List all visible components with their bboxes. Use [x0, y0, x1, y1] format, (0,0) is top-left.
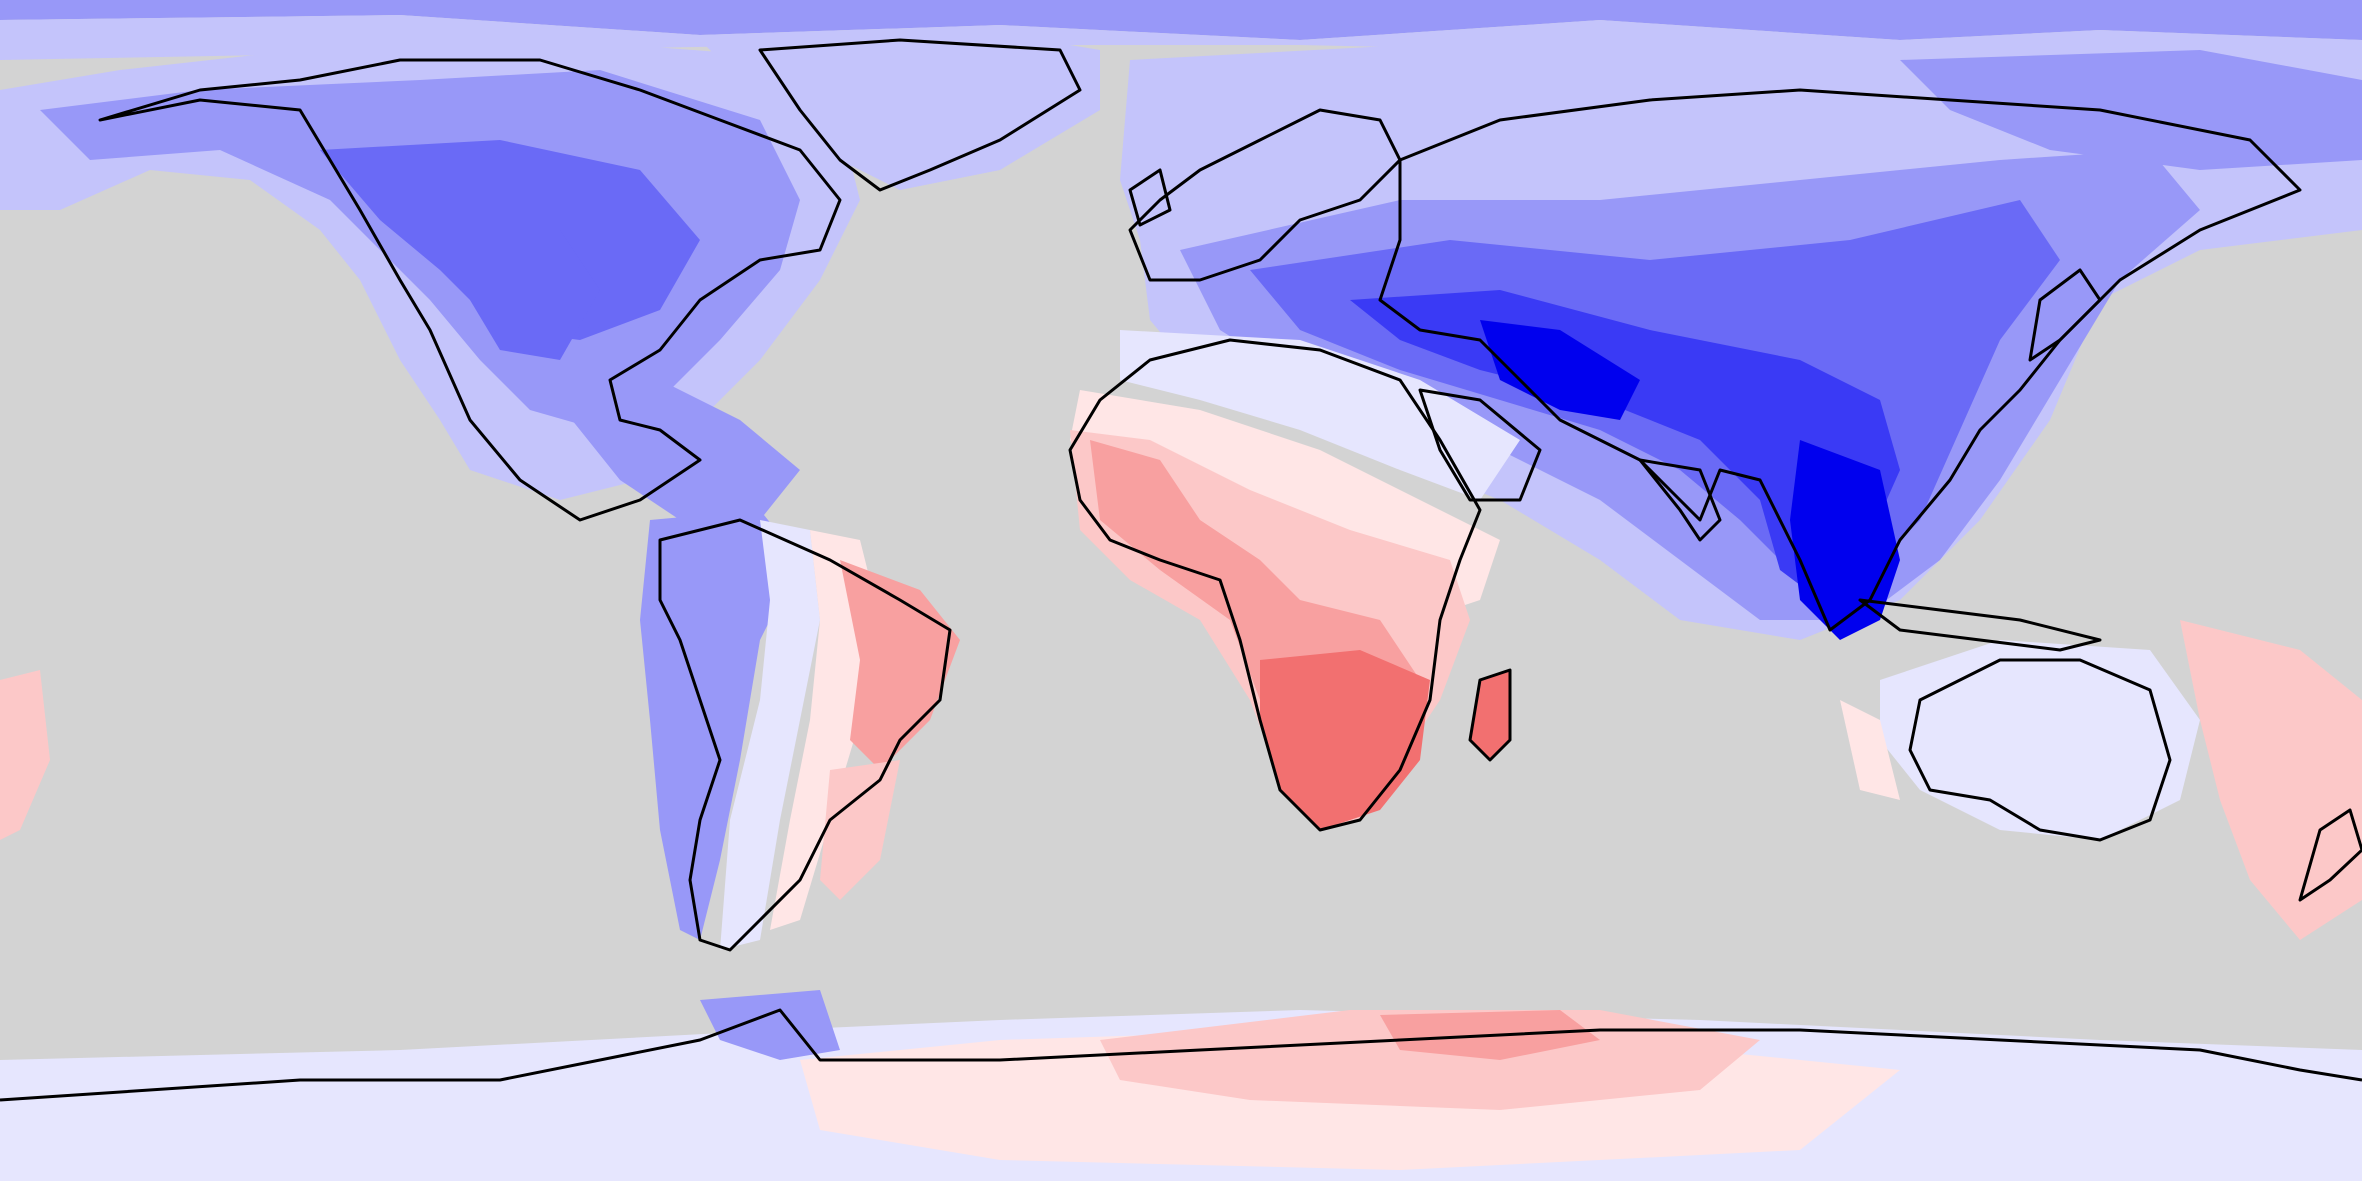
india-coastline — [1638, 458, 1722, 542]
indonesia-coastline — [1858, 598, 2102, 652]
australia-field-faint — [1880, 640, 2200, 840]
antarctica-field-red-pale — [1100, 1010, 1760, 1110]
west-pacific-red-pale — [0, 670, 50, 840]
british-isles-coastline — [1128, 168, 1172, 227]
australia-red-faint — [1840, 700, 1900, 800]
south-america-field-red-faint — [770, 530, 880, 930]
arctic-band — [0, 0, 2362, 40]
south-america-coastline — [658, 518, 952, 952]
coastlines — [0, 38, 2362, 1102]
caribbean-field — [540, 370, 800, 520]
eurasia-core-darkest — [1480, 320, 1640, 420]
south-america-field-faint — [720, 520, 820, 950]
north-america-coastline — [98, 58, 842, 522]
south-america-field-blue — [640, 510, 800, 940]
eurasia-field-dark — [1350, 290, 1900, 600]
japan-coastline — [2028, 268, 2102, 362]
north-america-core — [470, 230, 600, 360]
australia-coastline — [1908, 658, 2172, 842]
africa-coastline — [1068, 338, 1482, 832]
antarctica-coastline — [0, 1008, 2362, 1102]
south-america-field-red — [840, 560, 960, 770]
south-america-field-red-pale — [820, 760, 900, 900]
southeast-asia-core-darkest — [1790, 440, 1900, 640]
oceania-field-red-pale — [2180, 620, 2362, 940]
madagascar-field — [1470, 670, 1510, 760]
madagascar-coastline — [1468, 668, 1512, 762]
arctic-band-light — [0, 15, 2362, 70]
arabia-coastline — [1418, 388, 1542, 502]
greenland-field — [700, 30, 1100, 190]
north-africa-faint — [1120, 330, 1520, 500]
new-zealand-coastline — [2298, 808, 2362, 902]
greenland-coastline — [758, 38, 1082, 192]
